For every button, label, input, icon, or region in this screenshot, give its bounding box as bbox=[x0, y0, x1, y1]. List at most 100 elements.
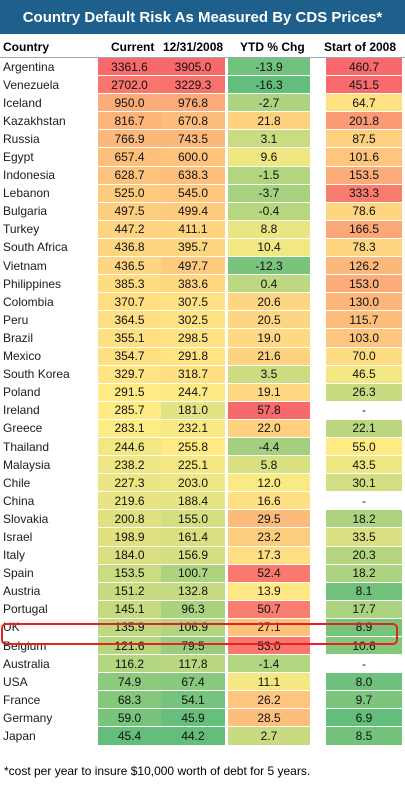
cell-current: 45.4 bbox=[98, 727, 161, 745]
table-row: Malaysia 238.2 225.1 5.8 43.5 bbox=[0, 456, 405, 475]
cell-country: China bbox=[3, 493, 35, 508]
table-row: Venezuela 2702.0 3229.3 -16.3 451.5 bbox=[0, 76, 405, 95]
cell-start-2008: 70.0 bbox=[326, 347, 402, 365]
cell-start-2008: 166.5 bbox=[326, 220, 402, 238]
cell-start-2008: 64.7 bbox=[326, 94, 402, 112]
header-country: Country bbox=[3, 40, 49, 54]
cell-current: 121.6 bbox=[98, 637, 161, 655]
header-ytd-chg: YTD % Chg bbox=[240, 40, 305, 54]
table-row: Poland 291.5 244.7 19.1 26.3 bbox=[0, 383, 405, 402]
cell-ytd-chg: 3.1 bbox=[228, 130, 310, 148]
cell-dec31-2008: 545.0 bbox=[161, 184, 225, 202]
cell-country: Turkey bbox=[3, 222, 40, 237]
cell-country: Malaysia bbox=[3, 457, 51, 472]
cell-dec31-2008: 3229.3 bbox=[161, 76, 225, 94]
cell-current: 151.2 bbox=[98, 582, 161, 600]
cell-start-2008: 10.6 bbox=[326, 637, 402, 655]
cell-current: 447.2 bbox=[98, 220, 161, 238]
cell-start-2008: 153.5 bbox=[326, 166, 402, 184]
cell-ytd-chg: 12.0 bbox=[228, 474, 310, 492]
cell-start-2008: 18.2 bbox=[326, 510, 402, 528]
table-row: UK 135.9 106.9 27.1 8.9 bbox=[0, 618, 405, 637]
cell-current: 766.9 bbox=[98, 130, 161, 148]
cell-country: Japan bbox=[3, 729, 36, 744]
header-current: Current bbox=[111, 40, 155, 54]
cell-start-2008: 78.6 bbox=[326, 202, 402, 220]
table-row: Lebanon 525.0 545.0 -3.7 333.3 bbox=[0, 184, 405, 203]
cell-ytd-chg: 16.6 bbox=[228, 492, 310, 510]
table-row: Argentina 3361.6 3905.0 -13.9 460.7 bbox=[0, 58, 405, 77]
cell-ytd-chg: -13.9 bbox=[228, 58, 310, 76]
cell-dec31-2008: 497.7 bbox=[161, 257, 225, 275]
cell-current: 238.2 bbox=[98, 456, 161, 474]
cell-ytd-chg: 8.8 bbox=[228, 220, 310, 238]
cell-country: Lebanon bbox=[3, 186, 50, 201]
cell-dec31-2008: 96.3 bbox=[161, 600, 225, 618]
cell-ytd-chg: -3.7 bbox=[228, 184, 310, 202]
table-row: South Korea 329.7 318.7 3.5 46.5 bbox=[0, 365, 405, 384]
table-row: Thailand 244.6 255.8 -4.4 55.0 bbox=[0, 437, 405, 457]
cell-country: UK bbox=[3, 620, 20, 635]
cell-country: Kazakhstan bbox=[3, 113, 66, 128]
cell-current: 153.5 bbox=[98, 564, 161, 582]
cell-ytd-chg: -1.5 bbox=[228, 166, 310, 184]
cell-country: Thailand bbox=[3, 439, 50, 454]
cell-ytd-chg: 28.5 bbox=[228, 709, 310, 727]
table-row: Austria 151.2 132.8 13.9 8.1 bbox=[0, 582, 405, 601]
table-row: Australia 116.2 117.8 -1.4- bbox=[0, 655, 405, 674]
cell-dec31-2008: 638.3 bbox=[161, 166, 225, 184]
cell-start-2008: 6.9 bbox=[326, 709, 402, 727]
cell-current: 355.1 bbox=[98, 329, 161, 347]
cell-dec31-2008: 307.5 bbox=[161, 293, 225, 311]
cell-country: Spain bbox=[3, 566, 34, 581]
cell-ytd-chg: 17.3 bbox=[228, 546, 310, 564]
cell-start-2008: 130.0 bbox=[326, 293, 402, 311]
header-start-2008: Start of 2008 bbox=[324, 40, 397, 54]
cell-country: USA bbox=[3, 674, 28, 689]
cell-ytd-chg: 53.0 bbox=[228, 637, 310, 655]
cell-country: Bulgaria bbox=[3, 204, 48, 219]
cell-current: 354.7 bbox=[98, 347, 161, 365]
cell-current: 329.7 bbox=[98, 365, 161, 383]
cell-country: Italy bbox=[3, 548, 26, 563]
table-row: France 68.3 54.1 26.2 9.7 bbox=[0, 691, 405, 710]
cell-start-2008: 55.0 bbox=[326, 437, 402, 456]
table-row: Vietnam 436.5 497.7 -12.3 126.2 bbox=[0, 257, 405, 276]
cell-start-2008: 115.7 bbox=[326, 311, 402, 329]
cell-ytd-chg: 11.1 bbox=[228, 673, 310, 691]
cell-ytd-chg: -2.7 bbox=[228, 94, 310, 112]
cell-dec31-2008: 156.9 bbox=[161, 546, 225, 564]
cell-ytd-chg: 3.5 bbox=[228, 365, 310, 383]
cell-start-2008: 87.5 bbox=[326, 130, 402, 148]
cell-dec31-2008: 743.5 bbox=[161, 130, 225, 148]
cell-current: 198.9 bbox=[98, 528, 161, 546]
cell-current: 370.7 bbox=[98, 293, 161, 311]
cell-country: Portugal bbox=[3, 602, 48, 617]
cell-dec31-2008: 117.8 bbox=[161, 655, 225, 673]
cell-ytd-chg: 22.0 bbox=[228, 419, 310, 437]
cell-dec31-2008: 670.8 bbox=[161, 112, 225, 130]
cell-start-2008: 30.1 bbox=[326, 474, 402, 492]
cell-current: 59.0 bbox=[98, 709, 161, 727]
cell-current: 2702.0 bbox=[98, 76, 161, 94]
cell-ytd-chg: 0.4 bbox=[228, 275, 310, 293]
cell-start-2008: - bbox=[326, 655, 402, 673]
cell-ytd-chg: -16.3 bbox=[228, 76, 310, 94]
cell-start-2008: 8.5 bbox=[326, 727, 402, 745]
cell-current: 219.6 bbox=[98, 492, 161, 510]
cell-current: 200.8 bbox=[98, 510, 161, 528]
cell-start-2008: 126.2 bbox=[326, 257, 402, 275]
cell-current: 950.0 bbox=[98, 94, 161, 112]
header-12-31-2008: 12/31/2008 bbox=[163, 40, 224, 54]
cell-current: 283.1 bbox=[98, 419, 161, 437]
cell-country: Chile bbox=[3, 475, 31, 490]
table-row: Egypt 657.4 600.0 9.6 101.6 bbox=[0, 148, 405, 167]
cell-ytd-chg: 10.4 bbox=[228, 238, 310, 257]
cell-start-2008: 333.3 bbox=[326, 184, 402, 202]
table-row: Iceland 950.0 976.8 -2.7 64.7 bbox=[0, 94, 405, 113]
cell-current: 74.9 bbox=[98, 673, 161, 691]
cell-current: 135.9 bbox=[98, 618, 161, 636]
cell-current: 285.7 bbox=[98, 401, 161, 419]
cell-start-2008: 451.5 bbox=[326, 76, 402, 94]
cell-current: 497.5 bbox=[98, 202, 161, 220]
